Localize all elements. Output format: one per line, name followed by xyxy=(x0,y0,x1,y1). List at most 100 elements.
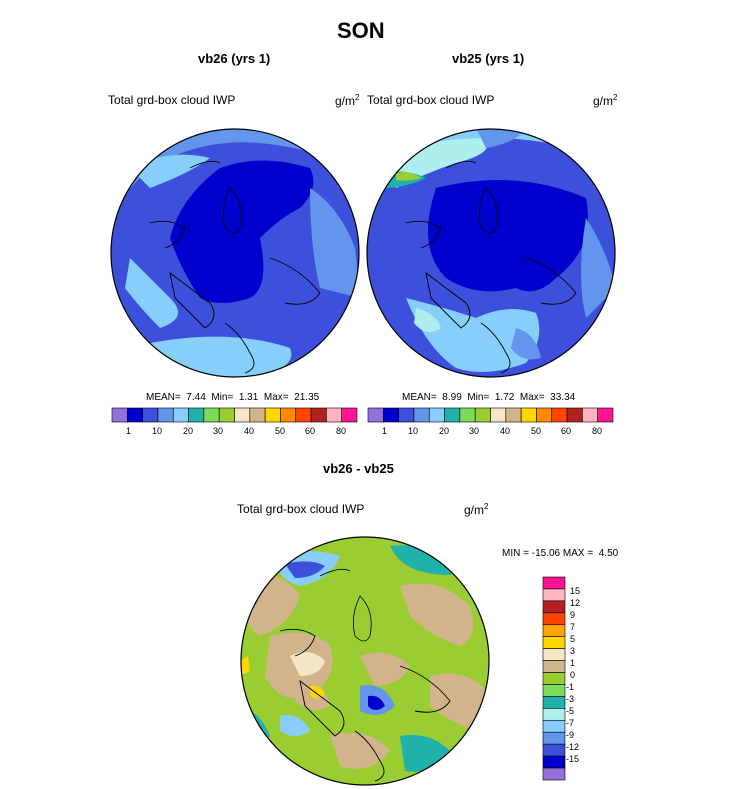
tick-label: 50 xyxy=(275,426,286,436)
colorbar-cell xyxy=(542,636,566,649)
tick-label: -1 xyxy=(566,682,575,692)
colorbar-cell xyxy=(157,407,174,423)
colorbar-cell xyxy=(542,576,566,590)
tick-label: 60 xyxy=(561,426,572,436)
tick-label: -15 xyxy=(566,754,580,764)
colorbar-cell xyxy=(218,407,235,423)
diff-stats: MIN = -15.06 MAX = 4.50 xyxy=(502,548,619,559)
tick-label: 20 xyxy=(439,426,450,436)
tick-label: 60 xyxy=(305,426,316,436)
colorbar-cell xyxy=(444,407,461,423)
colorbar-cell xyxy=(188,407,205,423)
colorbar-cell xyxy=(542,660,566,673)
colorbar-cell xyxy=(551,407,568,423)
colorbar-cell xyxy=(542,767,566,781)
panel-1-units: g/m2 xyxy=(335,93,360,108)
colorbar-cell xyxy=(490,407,507,423)
panel-2-colorbar xyxy=(367,407,614,423)
diff-map xyxy=(240,536,490,786)
panel-1-variable: Total grd-box cloud IWP xyxy=(108,93,236,107)
colorbar-cell xyxy=(264,407,281,423)
colorbar-cell xyxy=(542,588,566,602)
panel-1-title: vb26 (yrs 1) xyxy=(198,51,271,66)
colorbar-cell xyxy=(542,719,566,733)
tick-label: 50 xyxy=(531,426,542,436)
panel-1-colorbar xyxy=(111,407,358,423)
panel-1-colorbar-ticks: 1 10 20 30 40 50 60 80 xyxy=(112,426,357,438)
colorbar-cell xyxy=(520,407,537,423)
tick-label: -3 xyxy=(566,694,575,704)
tick-label: 1 xyxy=(126,426,132,436)
panel-2-variable: Total grd-box cloud IWP xyxy=(367,93,495,107)
diff-colorbar xyxy=(542,576,566,781)
diff-units: g/m2 xyxy=(464,502,489,517)
tick-label: 10 xyxy=(408,426,419,436)
panel-2-title: vb25 (yrs 1) xyxy=(452,51,525,66)
colorbar-cell xyxy=(542,672,566,685)
tick-label: 30 xyxy=(469,426,480,436)
colorbar-cell xyxy=(542,648,566,661)
colorbar-cell xyxy=(597,407,614,423)
panel-1-map xyxy=(110,128,360,378)
tick-label: -5 xyxy=(566,706,575,716)
tick-label: 40 xyxy=(500,426,511,436)
colorbar-cell xyxy=(542,731,566,745)
colorbar-cell xyxy=(326,407,342,423)
colorbar-cell xyxy=(341,407,358,423)
colorbar-cell xyxy=(295,407,312,423)
tick-label: 1 xyxy=(382,426,388,436)
panel-2-units: g/m2 xyxy=(593,93,618,108)
tick-label: 3 xyxy=(570,646,576,656)
colorbar-cell xyxy=(428,407,445,423)
colorbar-cell xyxy=(474,407,491,423)
colorbar-cell xyxy=(127,407,143,423)
colorbar-cell xyxy=(542,708,566,721)
colorbar-cell xyxy=(582,407,598,423)
colorbar-cell xyxy=(542,612,566,626)
tick-label: 40 xyxy=(244,426,255,436)
tick-label: 80 xyxy=(592,426,603,436)
panel-2-colorbar-ticks: 1 10 20 30 40 50 60 80 xyxy=(368,426,613,438)
panel-1-colorbar-cells xyxy=(111,407,358,423)
colorbar-cell xyxy=(367,407,384,423)
colorbar-cell xyxy=(459,407,476,423)
colorbar-cell xyxy=(249,407,266,423)
colorbar-cell xyxy=(542,600,566,614)
colorbar-cell xyxy=(542,696,566,709)
tick-label: -7 xyxy=(566,718,575,728)
colorbar-cell xyxy=(542,624,566,637)
colorbar-cell xyxy=(505,407,522,423)
tick-label: 5 xyxy=(570,634,576,644)
colorbar-cell xyxy=(398,407,415,423)
diff-title: vb26 - vb25 xyxy=(323,461,394,476)
colorbar-cell xyxy=(536,407,553,423)
colorbar-cell xyxy=(203,407,220,423)
colorbar-cell xyxy=(280,407,297,423)
colorbar-cell xyxy=(413,407,430,423)
colorbar-cell xyxy=(542,743,566,757)
tick-label: 10 xyxy=(152,426,163,436)
colorbar-cell xyxy=(566,407,583,423)
panel-2-colorbar-cells xyxy=(367,407,614,423)
tick-label: 80 xyxy=(336,426,347,436)
tick-label: 0 xyxy=(570,670,576,680)
tick-label: -9 xyxy=(566,730,575,740)
diff-colorbar-ticks: 15 12 9 7 5 3 1 0 -1 -3 -5 -7 -9 -12 -15 xyxy=(566,577,600,787)
colorbar-cell xyxy=(111,407,128,423)
tick-label: 9 xyxy=(570,610,576,620)
colorbar-cell xyxy=(172,407,189,423)
page-title: SON xyxy=(337,18,385,43)
panel-2-stats: MEAN= 8.99 Min= 1.72 Max= 33.34 xyxy=(402,392,576,403)
tick-label: 12 xyxy=(570,598,581,608)
panel-2-map xyxy=(366,128,616,378)
tick-label: 20 xyxy=(183,426,194,436)
colorbar-cell xyxy=(542,684,566,697)
tick-label: -12 xyxy=(566,742,580,752)
tick-label: 1 xyxy=(570,658,576,668)
diff-colorbar-cells xyxy=(542,576,566,781)
colorbar-cell xyxy=(383,407,399,423)
colorbar-cell xyxy=(542,755,566,769)
tick-label: 30 xyxy=(213,426,224,436)
tick-label: 7 xyxy=(570,622,576,632)
colorbar-cell xyxy=(234,407,251,423)
